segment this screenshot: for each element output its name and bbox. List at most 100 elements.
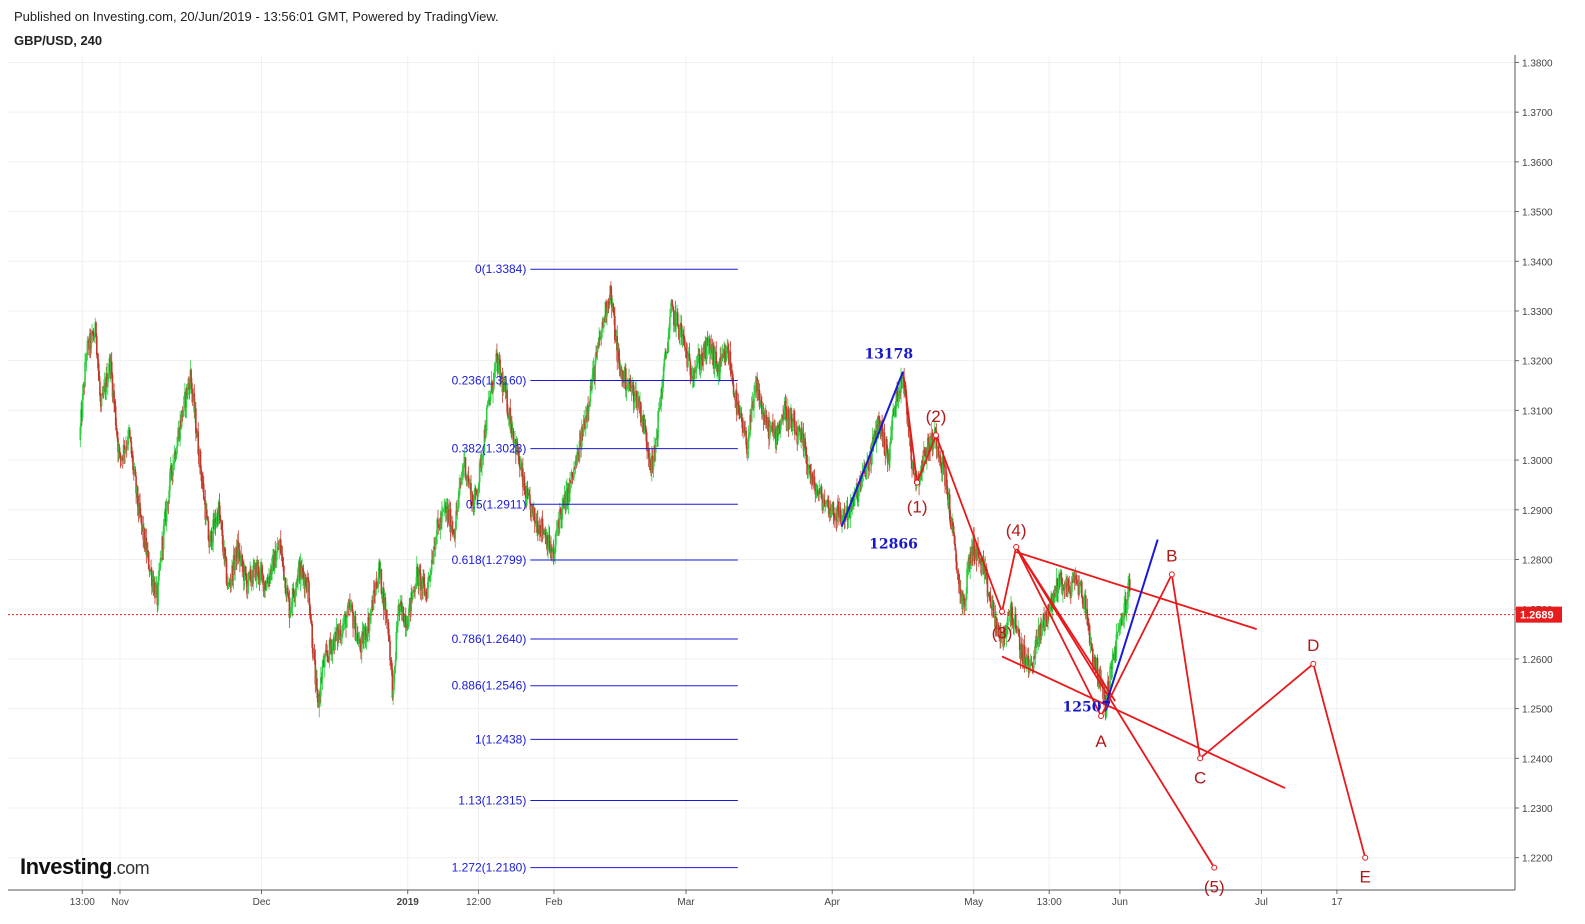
candle-body (973, 534, 975, 556)
candle-body (437, 519, 439, 525)
candle-body (302, 572, 305, 578)
candle-body (170, 465, 173, 473)
candle-body (997, 624, 1000, 629)
candle-body (631, 385, 633, 389)
candle-body (794, 420, 796, 435)
candle-body (866, 462, 868, 470)
candle-body (664, 351, 666, 359)
candle-body (616, 336, 619, 362)
y-tick-label: 1.2600 (1522, 655, 1553, 666)
candle-body (758, 390, 761, 408)
candle-body (436, 519, 438, 536)
candle-body (459, 482, 462, 483)
candle-body (713, 353, 716, 368)
candle-body (736, 402, 739, 415)
candle-body (695, 365, 698, 369)
candle-body (185, 387, 188, 408)
candle-body (908, 420, 910, 437)
candle-body (179, 420, 181, 440)
candle-body (530, 506, 533, 518)
candle-body (883, 432, 886, 455)
current-price-label: 1.2689 (1520, 610, 1554, 622)
candle-body (792, 418, 795, 424)
candle-body (810, 474, 813, 484)
candle-body (1028, 665, 1030, 669)
candle-body (782, 414, 784, 420)
candle-body (460, 478, 463, 483)
candle-body (432, 556, 435, 564)
candle-body (135, 476, 137, 494)
candle-body (613, 312, 615, 316)
x-tick-label: 13:00 (70, 897, 95, 908)
candle-body (271, 558, 273, 574)
candle-body (1117, 629, 1120, 632)
candle-body (495, 353, 497, 363)
candle-body (570, 472, 573, 483)
candle-body (351, 604, 354, 613)
candle-body (697, 354, 699, 363)
candle-body (485, 430, 487, 438)
candle-body (429, 574, 431, 577)
candle-body (459, 482, 461, 488)
candle-body (147, 550, 149, 553)
candle-body (244, 566, 247, 573)
candle-body (212, 519, 214, 543)
candle-body (206, 518, 209, 521)
candle-body (250, 569, 252, 583)
candle-body (234, 559, 236, 571)
candle-body (518, 449, 520, 465)
candle-body (546, 535, 549, 551)
candle-body (1018, 629, 1020, 637)
candle-body (173, 462, 175, 464)
logo-brand: Investing (20, 854, 113, 879)
candle-body (807, 468, 810, 470)
candle-body (897, 395, 900, 400)
candle-body (1006, 625, 1008, 633)
candle-body (989, 595, 991, 597)
candle-body (368, 620, 371, 631)
candle-body (804, 438, 806, 448)
candle-body (410, 592, 413, 612)
x-tick-label: Nov (111, 897, 129, 908)
candle-body (518, 464, 521, 469)
grid-lines (8, 55, 1515, 890)
candle-body (1119, 620, 1122, 626)
candle-body (512, 430, 515, 443)
candle-body (750, 404, 753, 422)
candle-body (1064, 583, 1067, 589)
y-tick-label: 1.3700 (1522, 108, 1553, 119)
candle-body (334, 631, 336, 651)
candle-body (313, 651, 316, 661)
candle-body (474, 488, 476, 501)
pivot-price-label: 13178 (864, 347, 913, 363)
candle-body (136, 486, 139, 507)
candle-body (265, 581, 268, 590)
candle-body (878, 419, 881, 425)
candle-body (967, 568, 969, 570)
candle-body (680, 324, 683, 338)
candle-body (115, 425, 118, 431)
wave-label: E (1360, 868, 1371, 887)
candle-body (337, 630, 339, 642)
candle-body (815, 492, 817, 495)
candle-body (778, 425, 780, 429)
candle-body (748, 435, 751, 437)
candle-body (93, 336, 96, 339)
candle-body (956, 570, 959, 572)
candle-body (98, 371, 100, 382)
candle-body (559, 508, 561, 528)
candle-body (119, 453, 122, 459)
x-tick-label: Jul (1255, 897, 1268, 908)
candle-body (318, 693, 321, 708)
candle-body (1056, 578, 1059, 593)
candle-body (1125, 604, 1128, 614)
candle-body (202, 481, 204, 484)
wave-label: D (1307, 636, 1319, 655)
candle-body (159, 558, 162, 568)
candle-body (939, 455, 942, 462)
candle-body (701, 353, 703, 361)
candle-body (393, 673, 395, 691)
candle-body (449, 508, 452, 533)
candle-body (1092, 648, 1094, 665)
